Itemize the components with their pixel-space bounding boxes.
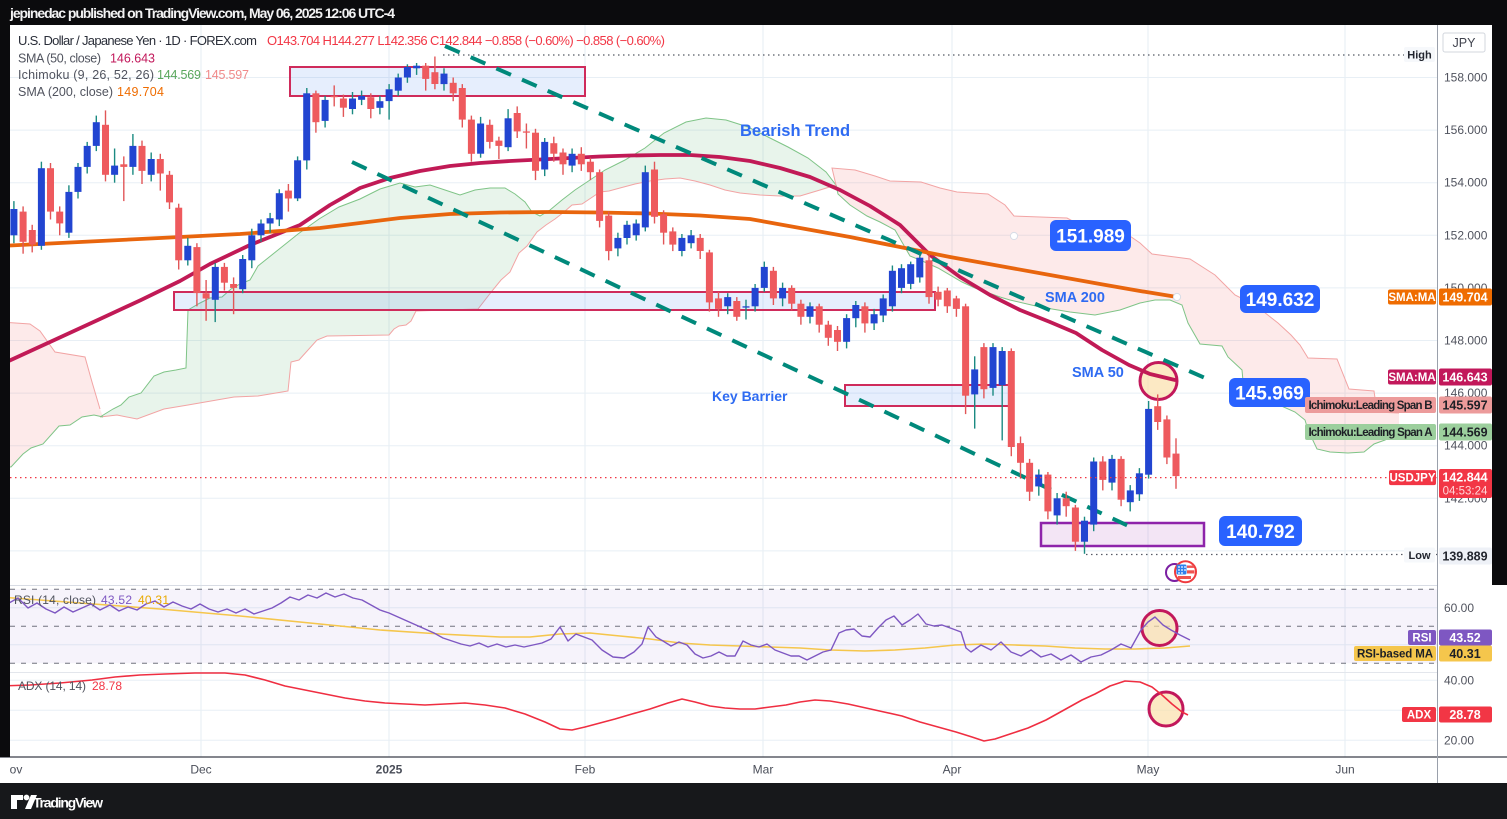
svg-text:Dec: Dec bbox=[190, 763, 211, 777]
svg-text:149.632: 149.632 bbox=[1246, 290, 1315, 311]
svg-text:43.52: 43.52 bbox=[1449, 631, 1480, 645]
svg-text:154.000: 154.000 bbox=[1444, 176, 1488, 190]
svg-text:RSI: RSI bbox=[1412, 633, 1431, 645]
svg-text:SMA (50, close): SMA (50, close) bbox=[18, 52, 101, 66]
svg-text:Ichimoku:Leading Span B: Ichimoku:Leading Span B bbox=[1309, 400, 1433, 412]
svg-text:Feb: Feb bbox=[575, 763, 596, 777]
svg-text:Low: Low bbox=[1409, 550, 1431, 562]
svg-text:U.S. Dollar / Japanese Yen · 1: U.S. Dollar / Japanese Yen · 1D · FOREX.… bbox=[18, 33, 257, 48]
svg-text:146.643: 146.643 bbox=[110, 52, 155, 66]
svg-text:149.704: 149.704 bbox=[117, 85, 164, 99]
svg-text:SMA 200: SMA 200 bbox=[1045, 290, 1105, 306]
svg-text:Ichimoku:Leading Span A: Ichimoku:Leading Span A bbox=[1309, 427, 1433, 439]
svg-text:ov: ov bbox=[10, 763, 23, 777]
svg-text:148.000: 148.000 bbox=[1444, 334, 1488, 348]
svg-text:145.597: 145.597 bbox=[205, 68, 249, 82]
svg-text:146.643: 146.643 bbox=[1442, 370, 1487, 384]
svg-text:144.569: 144.569 bbox=[157, 68, 201, 82]
svg-text:Mar: Mar bbox=[753, 763, 774, 777]
svg-text:151.989: 151.989 bbox=[1056, 226, 1125, 247]
svg-text:140.792: 140.792 bbox=[1226, 522, 1295, 543]
svg-text:149.704: 149.704 bbox=[1442, 290, 1487, 304]
svg-text:May: May bbox=[1137, 763, 1160, 777]
svg-text:Key Barrier: Key Barrier bbox=[712, 388, 788, 404]
svg-text:Apr: Apr bbox=[943, 763, 962, 777]
svg-text:RSI-based MA: RSI-based MA bbox=[1357, 649, 1433, 661]
svg-text:144.569: 144.569 bbox=[1442, 425, 1487, 439]
svg-text:TradingView: TradingView bbox=[33, 795, 103, 811]
svg-text:156.000: 156.000 bbox=[1444, 123, 1488, 137]
svg-text:28.78: 28.78 bbox=[1449, 708, 1480, 722]
svg-text:145.597: 145.597 bbox=[1442, 398, 1487, 412]
svg-text:High: High bbox=[1407, 49, 1432, 61]
svg-text:40.31: 40.31 bbox=[138, 593, 169, 607]
svg-text:USDJPY: USDJPY bbox=[1389, 473, 1435, 485]
svg-text:28.78: 28.78 bbox=[92, 679, 122, 693]
svg-text:152.000: 152.000 bbox=[1444, 228, 1488, 242]
svg-text:SMA 50: SMA 50 bbox=[1072, 365, 1124, 381]
svg-text:O143.704 H144.277 L142.356: O143.704 H144.277 L142.356 C142.844 −0.8… bbox=[267, 33, 665, 48]
svg-text:SMA (200, close): SMA (200, close) bbox=[18, 85, 113, 99]
svg-text:40.31: 40.31 bbox=[1449, 647, 1480, 661]
svg-text:04:53:24: 04:53:24 bbox=[1443, 486, 1488, 498]
svg-text:2025: 2025 bbox=[376, 763, 403, 777]
svg-text:JPY: JPY bbox=[1453, 36, 1477, 50]
svg-text:ADX: ADX bbox=[1407, 710, 1432, 722]
svg-text:60.00: 60.00 bbox=[1444, 601, 1474, 615]
svg-text:144.000: 144.000 bbox=[1444, 439, 1488, 453]
svg-text:139.889: 139.889 bbox=[1442, 549, 1487, 563]
svg-text:43.52: 43.52 bbox=[101, 593, 132, 607]
svg-text:20.00: 20.00 bbox=[1444, 733, 1474, 747]
svg-text:Jun: Jun bbox=[1335, 763, 1354, 777]
svg-text:Bearish Trend: Bearish Trend bbox=[740, 122, 850, 140]
svg-text:ADX (14, 14): ADX (14, 14) bbox=[18, 679, 86, 693]
svg-text:Ichimoku (9, 26, 52, 26): Ichimoku (9, 26, 52, 26) bbox=[18, 68, 154, 82]
svg-text:SMA:MA: SMA:MA bbox=[1388, 372, 1435, 384]
svg-text:SMA:MA: SMA:MA bbox=[1388, 292, 1435, 304]
svg-text:jepinedac published on Trading: jepinedac published on TradingView.com, … bbox=[9, 5, 395, 21]
svg-text:RSI (14, close): RSI (14, close) bbox=[14, 593, 96, 607]
svg-text:40.00: 40.00 bbox=[1444, 673, 1474, 687]
svg-text:142.844: 142.844 bbox=[1442, 471, 1487, 485]
svg-text:145.969: 145.969 bbox=[1235, 383, 1304, 404]
svg-text:158.000: 158.000 bbox=[1444, 71, 1488, 85]
